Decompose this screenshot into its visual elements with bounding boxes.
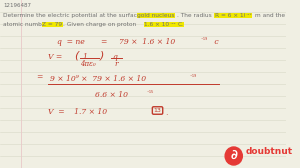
Text: R = 6 × 10: R = 6 × 10: [215, 13, 247, 18]
Text: .: .: [165, 108, 167, 117]
Text: ⁻¹⁹: ⁻¹⁹: [190, 75, 197, 80]
Text: q  = ne: q = ne: [57, 38, 85, 46]
Text: atomic number: atomic number: [3, 22, 50, 27]
Text: =: =: [36, 73, 43, 81]
Text: c: c: [212, 38, 218, 46]
Text: . The radius is: . The radius is: [177, 13, 221, 18]
Text: doubtnut: doubtnut: [245, 148, 292, 157]
Text: 9 × 10⁹ ×  79 × 1.6 × 10: 9 × 10⁹ × 79 × 1.6 × 10: [50, 75, 146, 83]
Text: ⁻¹⁵: ⁻¹⁵: [147, 91, 154, 96]
Text: 6.6 × 10: 6.6 × 10: [95, 91, 128, 99]
Text: V =: V =: [48, 53, 62, 61]
Text: Determine the electric potential at the surface of a: Determine the electric potential at the …: [3, 13, 155, 18]
Text: ⁻¹⁹: ⁻¹⁹: [200, 38, 208, 43]
Text: 4πε₀: 4πε₀: [80, 60, 96, 68]
Text: ∂: ∂: [230, 149, 237, 161]
Circle shape: [225, 147, 242, 165]
Text: ): ): [99, 51, 104, 61]
Text: ⁻¹⁹: ⁻¹⁹: [170, 22, 176, 27]
Text: m and the: m and the: [255, 13, 285, 18]
Text: 13: 13: [154, 108, 161, 113]
Text: C.: C.: [177, 22, 183, 27]
Text: ⁻¹⁵: ⁻¹⁵: [245, 13, 252, 18]
Text: =: =: [100, 38, 106, 46]
Text: r: r: [115, 60, 118, 68]
Text: (: (: [74, 51, 79, 61]
Text: 12196487: 12196487: [3, 3, 31, 8]
Text: Z = 79: Z = 79: [42, 22, 62, 27]
Text: 79 ×  1.6 × 10: 79 × 1.6 × 10: [119, 38, 176, 46]
Text: q: q: [112, 53, 117, 61]
Text: . Given charge on proton: . Given charge on proton: [63, 22, 138, 27]
Text: 1: 1: [82, 53, 87, 61]
Text: V  =    1.7 × 10: V = 1.7 × 10: [48, 108, 107, 116]
Text: gold nucleus: gold nucleus: [137, 13, 175, 18]
Text: 1.6 × 10: 1.6 × 10: [144, 22, 169, 27]
